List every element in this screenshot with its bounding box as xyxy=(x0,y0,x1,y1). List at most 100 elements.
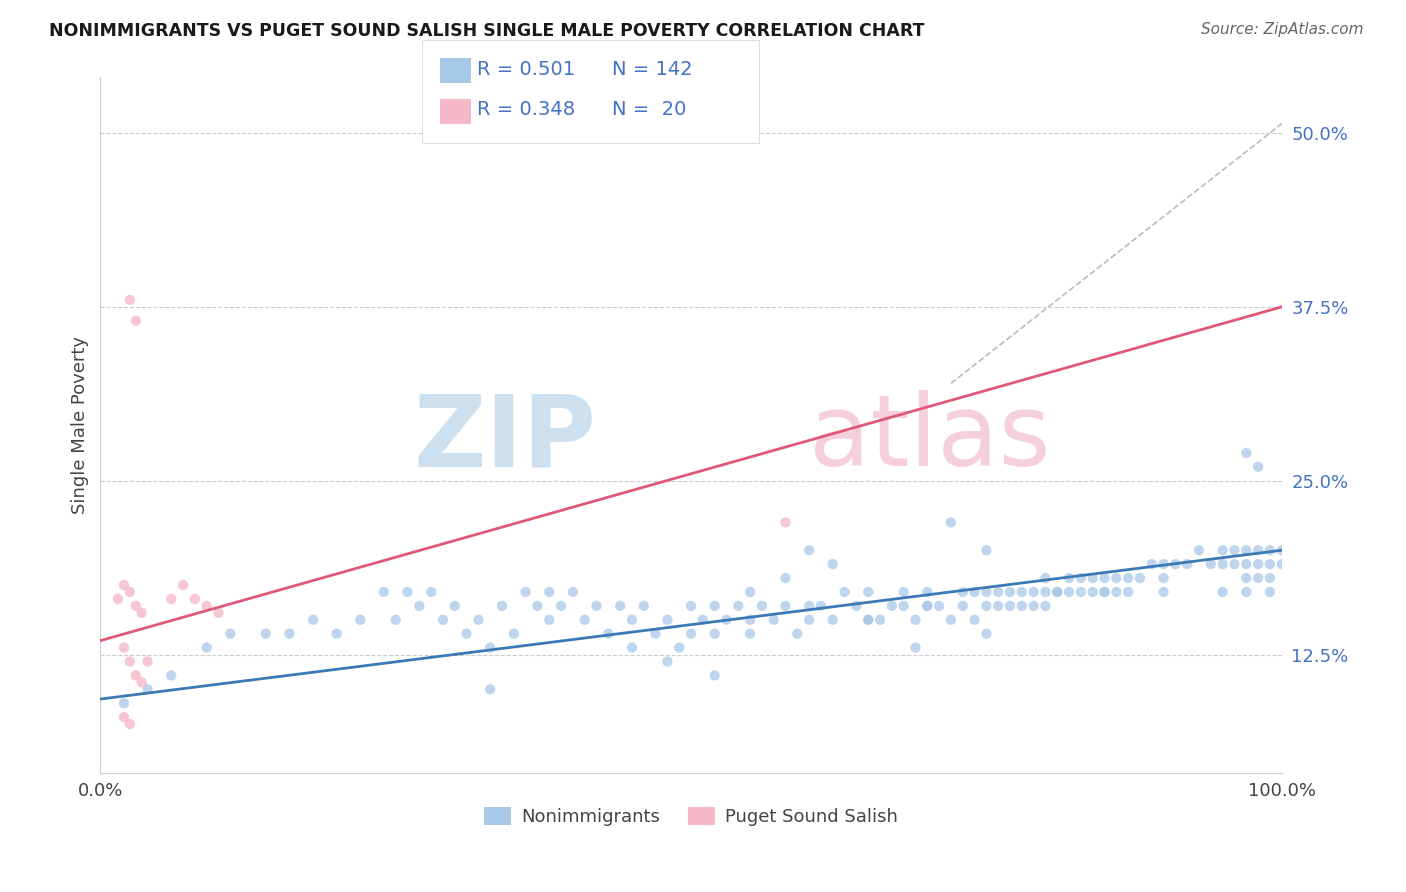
Point xyxy=(396,585,419,599)
Point xyxy=(679,626,702,640)
Point xyxy=(1094,571,1116,585)
Point xyxy=(1188,543,1211,558)
Point xyxy=(219,626,242,640)
Point xyxy=(727,599,749,613)
Point xyxy=(585,599,607,613)
Point xyxy=(325,626,347,640)
Point xyxy=(775,599,797,613)
Point xyxy=(1199,557,1222,571)
Point xyxy=(1234,585,1257,599)
Point xyxy=(1116,571,1139,585)
Point xyxy=(1081,571,1104,585)
Point xyxy=(254,626,277,640)
Point xyxy=(644,626,666,640)
Point xyxy=(1011,585,1033,599)
Y-axis label: Single Male Poverty: Single Male Poverty xyxy=(72,336,89,514)
Point xyxy=(1105,571,1128,585)
Text: N =  20: N = 20 xyxy=(612,100,686,120)
Point xyxy=(125,668,148,682)
Point xyxy=(1175,557,1198,571)
Point xyxy=(467,613,489,627)
Point xyxy=(1153,571,1175,585)
Point xyxy=(893,585,915,599)
Point xyxy=(821,557,844,571)
Point xyxy=(479,682,502,697)
Point xyxy=(799,599,821,613)
Point xyxy=(998,585,1021,599)
Point xyxy=(112,640,135,655)
Point xyxy=(1035,571,1057,585)
Point xyxy=(620,613,643,627)
Point xyxy=(1070,571,1092,585)
Point xyxy=(976,599,998,613)
Point xyxy=(136,682,159,697)
Point xyxy=(207,606,229,620)
Point xyxy=(740,626,762,640)
Point xyxy=(160,668,183,682)
Point xyxy=(703,668,725,682)
Point xyxy=(939,613,962,627)
Point xyxy=(917,599,939,613)
Point xyxy=(1223,557,1246,571)
Point xyxy=(799,613,821,627)
Point xyxy=(1057,585,1080,599)
Point xyxy=(1035,599,1057,613)
Point xyxy=(976,585,998,599)
Point xyxy=(1234,557,1257,571)
Point xyxy=(952,585,974,599)
Point xyxy=(349,613,371,627)
Point xyxy=(633,599,655,613)
Point xyxy=(107,591,129,606)
Point xyxy=(998,599,1021,613)
Point xyxy=(821,613,844,627)
Text: atlas: atlas xyxy=(810,391,1050,488)
Point xyxy=(1212,543,1234,558)
Point xyxy=(136,655,159,669)
Point xyxy=(456,626,478,640)
Point xyxy=(538,613,561,627)
Point xyxy=(1153,585,1175,599)
Point xyxy=(598,626,620,640)
Point xyxy=(195,640,218,655)
Point xyxy=(1271,543,1294,558)
Point xyxy=(740,613,762,627)
Legend: Nonimmigrants, Puget Sound Salish: Nonimmigrants, Puget Sound Salish xyxy=(477,799,905,833)
Point xyxy=(799,543,821,558)
Point xyxy=(131,675,153,690)
Point xyxy=(479,640,502,655)
Point xyxy=(1022,599,1045,613)
Point xyxy=(443,599,465,613)
Point xyxy=(278,626,301,640)
Point xyxy=(740,585,762,599)
Point xyxy=(118,655,141,669)
Point xyxy=(1153,557,1175,571)
Point xyxy=(679,599,702,613)
Point xyxy=(1011,599,1033,613)
Point xyxy=(1081,585,1104,599)
Point xyxy=(1258,543,1281,558)
Point xyxy=(195,599,218,613)
Point xyxy=(408,599,430,613)
Point xyxy=(703,599,725,613)
Point xyxy=(1234,543,1257,558)
Point xyxy=(858,613,880,627)
Point xyxy=(1258,585,1281,599)
Point xyxy=(858,613,880,627)
Point xyxy=(904,613,927,627)
Point xyxy=(917,599,939,613)
Point xyxy=(775,571,797,585)
Point xyxy=(858,585,880,599)
Point xyxy=(976,543,998,558)
Point xyxy=(125,314,148,328)
Point xyxy=(131,606,153,620)
Point xyxy=(515,585,537,599)
Text: R = 0.501: R = 0.501 xyxy=(477,60,575,79)
Point xyxy=(574,613,596,627)
Point xyxy=(963,613,986,627)
Point xyxy=(1035,585,1057,599)
Point xyxy=(810,599,832,613)
Point xyxy=(420,585,443,599)
Point xyxy=(160,591,183,606)
Point xyxy=(550,599,572,613)
Point xyxy=(786,626,808,640)
